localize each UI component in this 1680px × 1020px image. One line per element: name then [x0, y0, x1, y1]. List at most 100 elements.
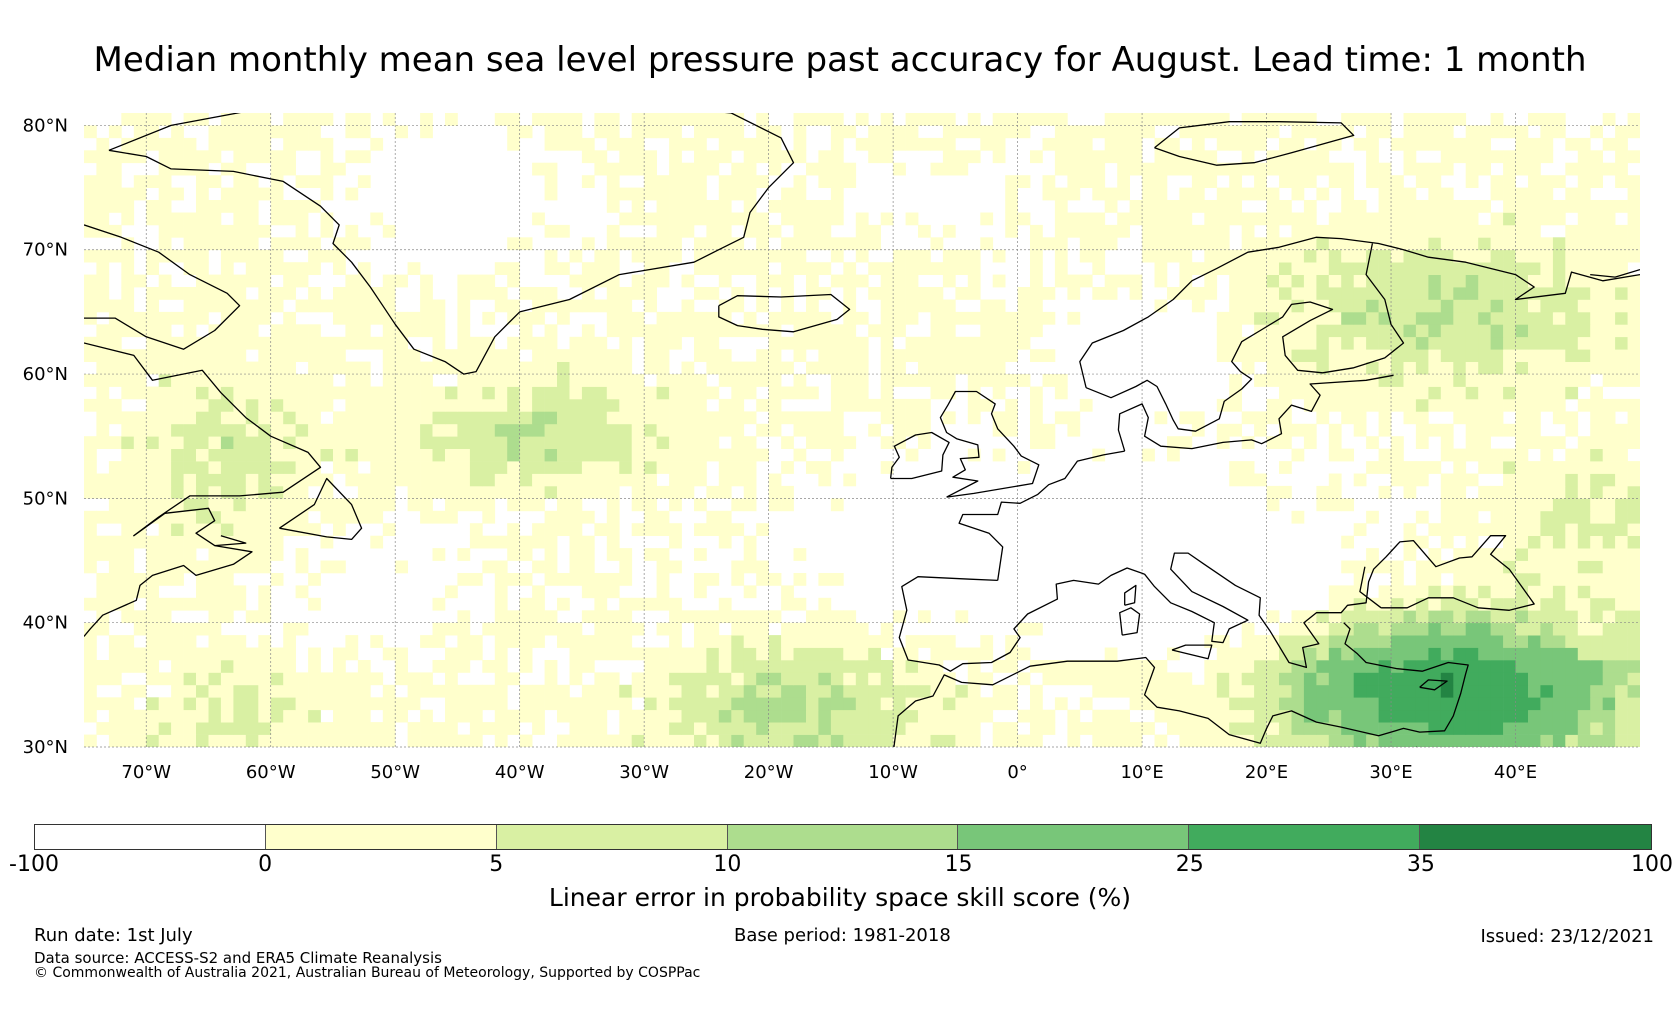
skill-cell [507, 299, 520, 313]
skill-cell [768, 610, 782, 624]
skill-cell [407, 473, 421, 487]
skill-cell [806, 635, 819, 648]
skill-cell [1515, 585, 1529, 599]
skill-cell [1042, 113, 1056, 126]
skill-cell [992, 311, 1006, 325]
skill-cell [930, 299, 944, 313]
skill-cell [196, 672, 209, 686]
skill-cell [469, 684, 483, 698]
skill-cell [1241, 311, 1255, 325]
skill-cell [320, 436, 334, 449]
skill-cell [1092, 237, 1106, 251]
skill-cell [1303, 349, 1317, 362]
skill-cell [1615, 510, 1628, 524]
skill-cell [544, 573, 558, 586]
skill-cell [208, 274, 222, 288]
skill-cell [718, 187, 732, 201]
skill-cell [1079, 237, 1093, 251]
skill-cell [1391, 560, 1404, 574]
skill-cell [1054, 249, 1068, 263]
skill-cell [208, 125, 222, 139]
skill-cell [1117, 684, 1130, 698]
skill-cell [171, 361, 184, 375]
skill-cell [1341, 635, 1354, 648]
skill-cell [1615, 311, 1628, 325]
skill-cell [619, 311, 633, 325]
skill-cell [519, 336, 533, 350]
skill-cell [1540, 436, 1554, 449]
skill-cell [918, 113, 931, 126]
skill-cell [320, 722, 334, 735]
skill-cell [1316, 249, 1330, 263]
skill-cell [420, 709, 433, 723]
skill-cell [1154, 113, 1168, 126]
skill-cell [183, 697, 197, 711]
skill-cell [1316, 262, 1330, 275]
skill-cell [681, 311, 695, 325]
skill-cell [1104, 113, 1118, 126]
skill-cell [283, 635, 296, 648]
skill-cell [1316, 734, 1330, 747]
skill-cell [283, 274, 296, 288]
skill-cell [930, 374, 944, 387]
skill-cell [1328, 622, 1342, 636]
skill-cell [1528, 411, 1541, 425]
skill-cell [1366, 510, 1379, 524]
skill-cell [992, 336, 1006, 350]
skill-cell [1403, 299, 1417, 313]
skill-cell [482, 461, 496, 474]
skill-cell [494, 423, 508, 437]
skill-cell [283, 734, 296, 747]
skill-cell [519, 287, 533, 300]
skill-cell [270, 548, 284, 561]
skill-cell [1328, 374, 1342, 387]
skill-cell [1191, 262, 1205, 275]
skill-cell [519, 125, 533, 139]
skill-cell [756, 722, 769, 735]
skill-cell [855, 622, 869, 636]
skill-cell [1042, 722, 1056, 735]
skill-cell [357, 374, 371, 387]
skill-cell [806, 647, 819, 661]
skill-cell [569, 374, 583, 387]
skill-cell [1266, 672, 1280, 686]
skill-cell [1428, 697, 1442, 711]
skill-cell [1415, 622, 1429, 636]
skill-cell [843, 175, 857, 188]
skill-cell [432, 324, 446, 338]
skill-cell [146, 299, 159, 313]
skill-cell [644, 597, 657, 611]
skill-cell [743, 150, 757, 164]
skill-cell [1465, 137, 1479, 151]
skill-cell [606, 162, 620, 176]
skill-cell [133, 361, 147, 375]
skill-cell [594, 647, 608, 661]
skill-cell [781, 461, 794, 474]
skill-cell [1565, 635, 1579, 648]
skill-cell [669, 535, 682, 549]
skill-cell [1577, 485, 1591, 499]
skill-cell [1291, 349, 1305, 362]
skill-cell [382, 386, 396, 400]
skill-cell [644, 684, 657, 698]
skill-cell [569, 411, 583, 425]
skill-cell [1229, 175, 1242, 188]
skill-cell [84, 697, 97, 711]
skill-cell [731, 423, 745, 437]
skill-cell [768, 672, 782, 686]
skill-cell [992, 361, 1006, 375]
skill-cell [1515, 125, 1529, 139]
skill-cell [942, 311, 956, 325]
skill-cell [1092, 722, 1106, 735]
skill-cell [731, 262, 745, 275]
skill-cell [382, 411, 396, 425]
skill-cell [1216, 672, 1230, 686]
skill-cell [1565, 684, 1579, 698]
skill-cell [233, 498, 247, 512]
skill-cell [1054, 150, 1068, 164]
skill-cell [220, 734, 234, 747]
skill-cell [1590, 647, 1603, 661]
skill-cell [781, 150, 794, 164]
skill-cell [1577, 560, 1591, 574]
skill-cell [1391, 187, 1404, 201]
